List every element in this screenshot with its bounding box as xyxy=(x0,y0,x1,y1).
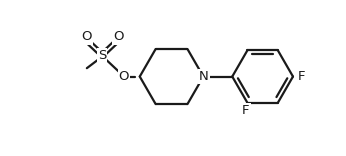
Text: O: O xyxy=(81,30,92,44)
Text: N: N xyxy=(199,70,209,83)
Text: O: O xyxy=(113,30,123,44)
Text: F: F xyxy=(297,70,305,83)
Text: O: O xyxy=(119,70,129,83)
Text: S: S xyxy=(98,49,106,62)
Text: F: F xyxy=(242,104,250,117)
